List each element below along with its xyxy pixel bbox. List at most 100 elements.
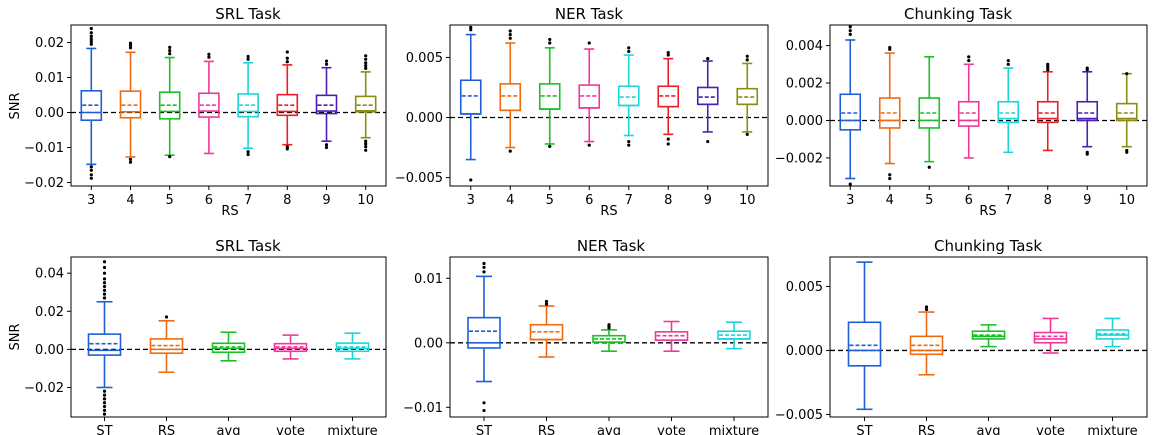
- iqr-box: [909, 335, 944, 356]
- srl-methods-panel: SRL Task −0.02 0.00 0.02 0.04 ST RS avg vote mix…: [8, 237, 387, 435]
- flier-point: [587, 143, 591, 147]
- flier-point: [89, 31, 93, 35]
- x-tick-label: 5: [166, 193, 174, 208]
- iqr-box: [237, 93, 259, 118]
- x-tick-label: 7: [625, 193, 633, 208]
- flier-point: [469, 178, 473, 182]
- flier-point: [285, 60, 289, 64]
- flier-point: [128, 160, 133, 164]
- flier-point: [89, 34, 93, 38]
- flier-point: [627, 139, 631, 144]
- flier-point: [1125, 72, 1129, 76]
- x-tick-label: 7: [1004, 193, 1012, 208]
- y-tick-label: 0.04: [35, 267, 64, 282]
- flier-point: [102, 265, 107, 270]
- box-7: [237, 54, 259, 157]
- flier-point: [848, 25, 852, 29]
- flier-point: [469, 25, 473, 30]
- box-6: [957, 55, 980, 159]
- box-mixture: [335, 332, 370, 360]
- iqr-box: [80, 90, 103, 122]
- flier-point: [102, 281, 107, 285]
- flier-point: [102, 404, 107, 409]
- flier-point: [102, 393, 107, 397]
- y-tick-label: −0.005: [395, 171, 443, 186]
- flier-point: [967, 55, 971, 59]
- flier-point: [482, 270, 486, 274]
- srl-rs-panel: SRL Task −0.02 −0.01 0.00 0.01 0.02 3 4 5 6 7 8 9 10…: [8, 5, 387, 219]
- x-tick-label: 9: [1083, 193, 1091, 208]
- iqr-box: [617, 85, 640, 107]
- x-tick-label: 8: [664, 193, 672, 208]
- y-tick-label: 0.005: [786, 280, 823, 295]
- box-9: [1076, 66, 1099, 156]
- flier-point: [1085, 66, 1089, 70]
- iqr-box: [971, 330, 1006, 340]
- box-avg: [592, 323, 626, 352]
- x-tick-label: 7: [244, 193, 252, 208]
- flier-point: [89, 42, 93, 46]
- flier-point: [587, 41, 591, 45]
- x-tick-label: 4: [886, 193, 894, 208]
- flier-point: [666, 137, 670, 141]
- x-tick-label: RS: [918, 424, 935, 435]
- x-tick-label: 10: [739, 193, 756, 208]
- chunking-methods-panel: Chunking Task −0.005 0.000 0.005 ST RS avg vot…: [775, 237, 1148, 435]
- x-tick-label: RS: [538, 424, 555, 435]
- x-tick-label: 5: [546, 193, 554, 208]
- iqr-box: [839, 93, 862, 131]
- iqr-box: [158, 91, 181, 120]
- flier-point: [324, 59, 329, 63]
- flier-point: [848, 29, 852, 33]
- x-tick-label: RS: [158, 424, 175, 435]
- flier-point: [102, 271, 107, 275]
- flier-point: [128, 157, 133, 161]
- panel-title: NER Task: [577, 237, 646, 255]
- box-5: [538, 37, 561, 148]
- y-tick-label: 0.000: [786, 344, 823, 359]
- x-tick-label: 10: [1118, 193, 1135, 208]
- plot-frame: [449, 24, 769, 187]
- box-6: [198, 52, 220, 155]
- x-tick-label: 3: [87, 193, 95, 208]
- plot-frame: [829, 24, 1148, 187]
- y-tick-label: 0.01: [35, 71, 64, 86]
- x-tick-label: avg: [217, 424, 241, 435]
- x-tick-label: vote: [276, 424, 305, 435]
- flier-point: [364, 139, 368, 143]
- flier-point: [927, 165, 931, 169]
- x-tick-label: 3: [467, 193, 475, 208]
- ner-rs-panel: NER Task −0.005 0.000 0.005 3 4 5 6 7 8 9 10 RS: [395, 5, 769, 219]
- flier-point: [89, 165, 93, 169]
- flier-point: [246, 152, 250, 157]
- y-tick-label: 0.01: [414, 272, 443, 287]
- x-tick-label: 8: [283, 193, 291, 208]
- y-tick-label: 0.00: [35, 106, 64, 121]
- box-vote: [273, 334, 308, 360]
- flier-point: [285, 147, 289, 151]
- y-tick-label: 0.02: [35, 36, 64, 51]
- flier-point: [745, 54, 749, 58]
- flier-point: [482, 401, 486, 405]
- iqr-box: [198, 92, 220, 118]
- box-3: [80, 26, 103, 180]
- flier-point: [1085, 152, 1089, 156]
- flier-point: [207, 52, 211, 57]
- flier-point: [168, 155, 172, 159]
- panel-title: SRL Task: [215, 5, 281, 23]
- x-tick-label: 8: [1044, 193, 1052, 208]
- y-axis-label: SNR: [8, 92, 23, 119]
- box-9: [315, 59, 338, 150]
- flier-point: [706, 57, 710, 61]
- iqr-box: [273, 342, 308, 353]
- flier-point: [102, 277, 107, 281]
- box-8: [657, 51, 680, 146]
- iqr-box: [1076, 100, 1099, 122]
- iqr-box: [354, 95, 377, 113]
- flier-point: [102, 389, 107, 393]
- flier-point: [548, 144, 552, 148]
- flier-point: [924, 307, 929, 312]
- flier-point: [102, 412, 107, 416]
- flier-point: [706, 139, 710, 144]
